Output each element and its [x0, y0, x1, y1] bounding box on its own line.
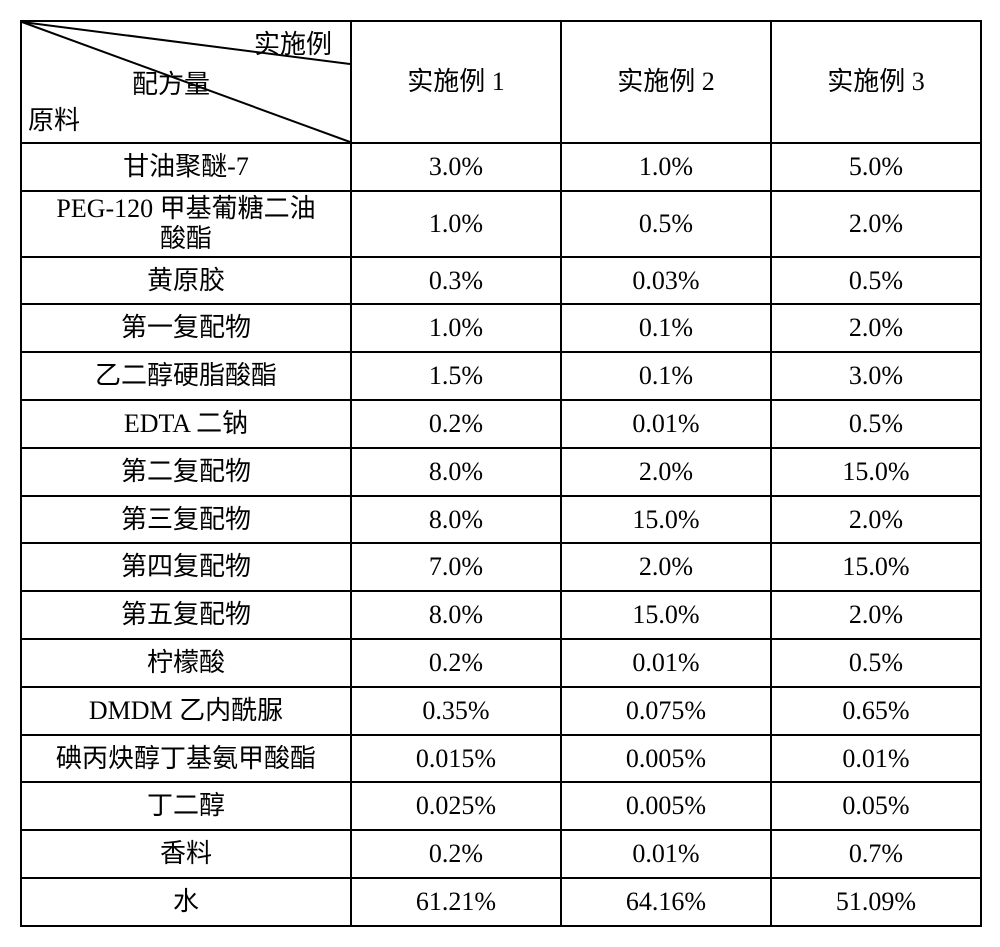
cell-value: 0.3%	[351, 257, 561, 305]
ingredient-name: DMDM 乙内酰脲	[21, 687, 351, 735]
cell-value: 51.09%	[771, 878, 981, 926]
cell-value: 0.01%	[561, 400, 771, 448]
table-row: 碘丙炔醇丁基氨甲酸酯0.015%0.005%0.01%	[21, 735, 981, 783]
table-row: 乙二醇硬脂酸酯1.5%0.1%3.0%	[21, 352, 981, 400]
cell-value: 0.2%	[351, 830, 561, 878]
ingredient-name: 碘丙炔醇丁基氨甲酸酯	[21, 735, 351, 783]
ingredient-name: 丁二醇	[21, 782, 351, 830]
column-header: 实施例 3	[771, 21, 981, 143]
cell-value: 0.7%	[771, 830, 981, 878]
cell-value: 1.5%	[351, 352, 561, 400]
ingredient-name: 第三复配物	[21, 496, 351, 544]
diagonal-header-cell: 实施例 配方量 原料	[21, 21, 351, 143]
table-row: PEG-120 甲基葡糖二油酸酯1.0%0.5%2.0%	[21, 191, 981, 257]
cell-value: 2.0%	[561, 543, 771, 591]
table-row: 第四复配物7.0%2.0%15.0%	[21, 543, 981, 591]
cell-value: 2.0%	[561, 448, 771, 496]
cell-value: 15.0%	[561, 496, 771, 544]
ingredient-name: EDTA 二钠	[21, 400, 351, 448]
cell-value: 15.0%	[561, 591, 771, 639]
table-row: DMDM 乙内酰脲0.35%0.075%0.65%	[21, 687, 981, 735]
cell-value: 0.5%	[771, 257, 981, 305]
table-row: 柠檬酸0.2%0.01%0.5%	[21, 639, 981, 687]
cell-value: 3.0%	[351, 143, 561, 191]
ingredient-name: 第五复配物	[21, 591, 351, 639]
cell-value: 0.5%	[561, 191, 771, 257]
cell-value: 1.0%	[561, 143, 771, 191]
cell-value: 0.005%	[561, 782, 771, 830]
cell-value: 0.05%	[771, 782, 981, 830]
cell-value: 0.005%	[561, 735, 771, 783]
cell-value: 0.075%	[561, 687, 771, 735]
cell-value: 0.2%	[351, 400, 561, 448]
cell-value: 0.03%	[561, 257, 771, 305]
cell-value: 3.0%	[771, 352, 981, 400]
formulation-table: 实施例 配方量 原料 实施例 1 实施例 2 实施例 3 甘油聚醚-73.0%1…	[20, 20, 982, 927]
cell-value: 0.015%	[351, 735, 561, 783]
cell-value: 2.0%	[771, 191, 981, 257]
ingredient-name: 甘油聚醚-7	[21, 143, 351, 191]
ingredient-name: 水	[21, 878, 351, 926]
cell-value: 1.0%	[351, 304, 561, 352]
header-label-mid: 配方量	[132, 68, 210, 102]
cell-value: 2.0%	[771, 496, 981, 544]
table-header-row: 实施例 配方量 原料 实施例 1 实施例 2 实施例 3	[21, 21, 981, 143]
ingredient-name: 乙二醇硬脂酸酯	[21, 352, 351, 400]
ingredient-name: 香料	[21, 830, 351, 878]
table-row: 甘油聚醚-73.0%1.0%5.0%	[21, 143, 981, 191]
cell-value: 0.01%	[561, 830, 771, 878]
cell-value: 0.025%	[351, 782, 561, 830]
ingredient-name: 第二复配物	[21, 448, 351, 496]
cell-value: 1.0%	[351, 191, 561, 257]
cell-value: 8.0%	[351, 448, 561, 496]
cell-value: 0.5%	[771, 400, 981, 448]
table-row: 水61.21%64.16%51.09%	[21, 878, 981, 926]
cell-value: 0.1%	[561, 352, 771, 400]
header-label-bottom: 原料	[28, 104, 80, 138]
cell-value: 0.01%	[771, 735, 981, 783]
cell-value: 2.0%	[771, 304, 981, 352]
table-row: 第五复配物8.0%15.0%2.0%	[21, 591, 981, 639]
cell-value: 15.0%	[771, 448, 981, 496]
cell-value: 0.65%	[771, 687, 981, 735]
cell-value: 15.0%	[771, 543, 981, 591]
cell-value: 64.16%	[561, 878, 771, 926]
ingredient-name: 第一复配物	[21, 304, 351, 352]
table-row: 第二复配物8.0%2.0%15.0%	[21, 448, 981, 496]
formulation-table-container: 实施例 配方量 原料 实施例 1 实施例 2 实施例 3 甘油聚醚-73.0%1…	[20, 20, 980, 927]
cell-value: 0.2%	[351, 639, 561, 687]
table-row: 丁二醇0.025%0.005%0.05%	[21, 782, 981, 830]
column-header: 实施例 2	[561, 21, 771, 143]
ingredient-name: PEG-120 甲基葡糖二油酸酯	[21, 191, 351, 257]
table-row: 黄原胶0.3%0.03%0.5%	[21, 257, 981, 305]
table-row: 香料0.2%0.01%0.7%	[21, 830, 981, 878]
ingredient-name: 第四复配物	[21, 543, 351, 591]
table-row: 第三复配物8.0%15.0%2.0%	[21, 496, 981, 544]
cell-value: 0.01%	[561, 639, 771, 687]
ingredient-name: 柠檬酸	[21, 639, 351, 687]
header-label-top: 实施例	[254, 28, 332, 62]
cell-value: 0.1%	[561, 304, 771, 352]
column-header: 实施例 1	[351, 21, 561, 143]
ingredient-name: 黄原胶	[21, 257, 351, 305]
table-body: 甘油聚醚-73.0%1.0%5.0%PEG-120 甲基葡糖二油酸酯1.0%0.…	[21, 143, 981, 926]
cell-value: 7.0%	[351, 543, 561, 591]
table-row: 第一复配物1.0%0.1%2.0%	[21, 304, 981, 352]
cell-value: 0.5%	[771, 639, 981, 687]
cell-value: 5.0%	[771, 143, 981, 191]
table-row: EDTA 二钠0.2%0.01%0.5%	[21, 400, 981, 448]
cell-value: 8.0%	[351, 591, 561, 639]
cell-value: 2.0%	[771, 591, 981, 639]
cell-value: 0.35%	[351, 687, 561, 735]
cell-value: 8.0%	[351, 496, 561, 544]
cell-value: 61.21%	[351, 878, 561, 926]
